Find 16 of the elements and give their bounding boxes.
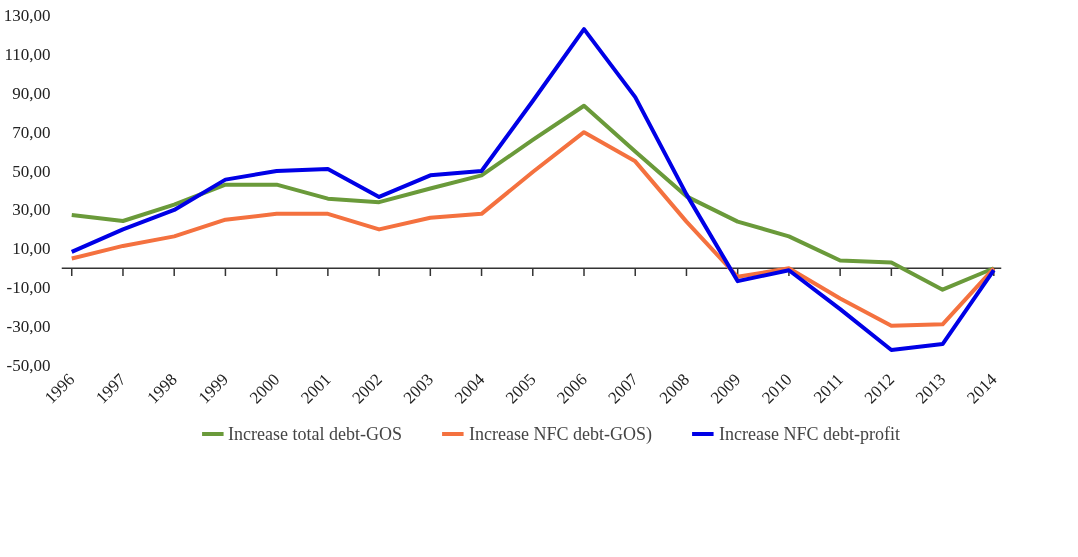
y-tick-label: 110,00 xyxy=(4,44,51,64)
x-tick-label: 2011 xyxy=(809,369,847,407)
y-tick-label: -30,00 xyxy=(6,317,51,337)
y-tick-label: -50,00 xyxy=(6,356,51,375)
legend-label: Increase NFC debt-profit xyxy=(718,423,900,444)
y-tick-label: 30,00 xyxy=(12,200,51,220)
y-tick-label: 130,00 xyxy=(3,6,51,25)
line-series xyxy=(69,130,996,328)
y-tick-label: 10,00 xyxy=(12,239,51,259)
legend-label: Increase NFC debt-GOS) xyxy=(469,423,652,444)
y-tick-label: -10,00 xyxy=(6,278,51,298)
y-tick-label: 90,00 xyxy=(12,83,51,103)
y-tick-label: 70,00 xyxy=(12,122,51,142)
line-series xyxy=(69,27,996,352)
y-tick-label: 50,00 xyxy=(12,161,51,181)
legend-label: Increase total debt-GOS xyxy=(228,423,403,444)
